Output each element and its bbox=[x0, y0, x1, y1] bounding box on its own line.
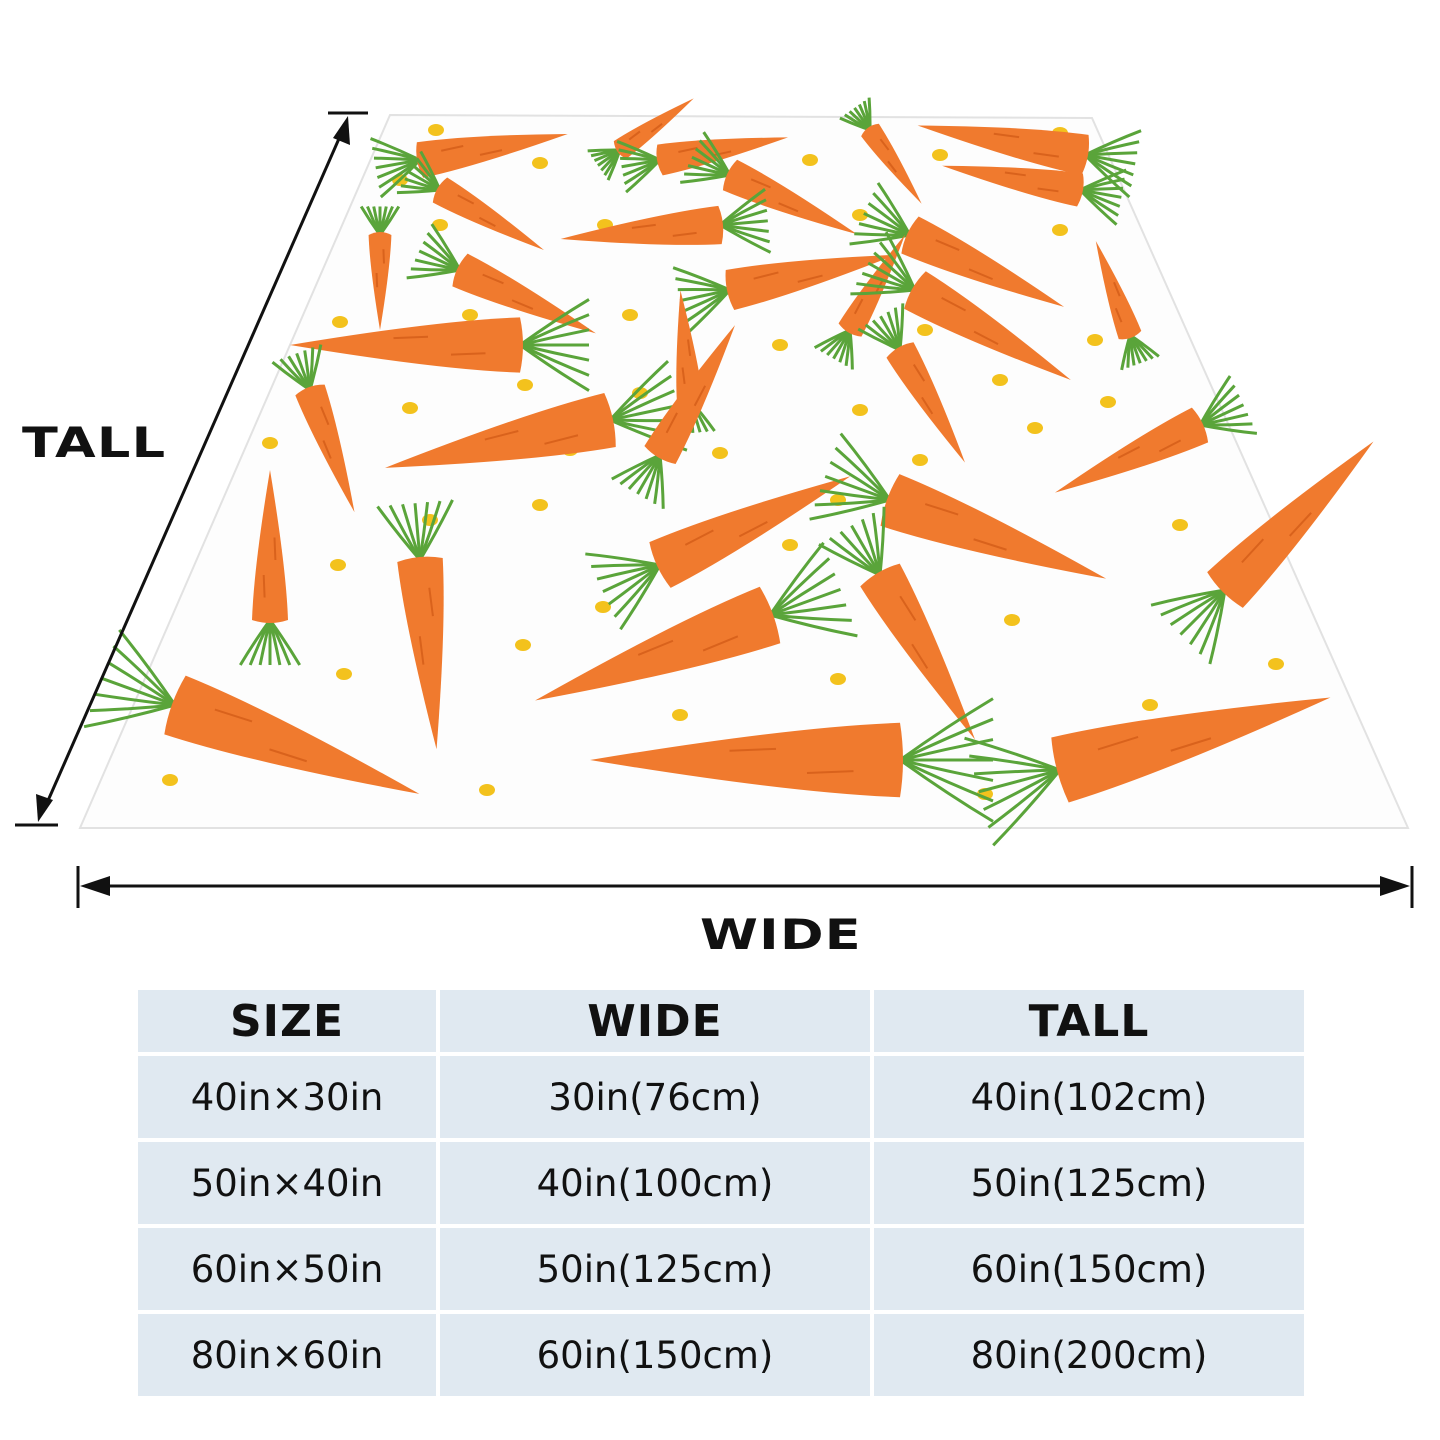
yellow-dot bbox=[782, 539, 798, 551]
carrot bbox=[271, 344, 355, 513]
blanket bbox=[78, 113, 1410, 829]
carrot bbox=[849, 182, 1065, 307]
yellow-dot bbox=[1142, 699, 1158, 711]
table-row: 50in×40in 40in(100cm) 50in(125cm) bbox=[138, 1142, 1304, 1224]
yellow-dot bbox=[262, 437, 278, 449]
tall-cell: 80in(200cm) bbox=[874, 1314, 1304, 1396]
wide-cell: 50in(125cm) bbox=[440, 1228, 870, 1310]
wide-cell: 60in(150cm) bbox=[440, 1314, 870, 1396]
carrot bbox=[587, 98, 694, 181]
carrot bbox=[917, 125, 1142, 199]
size-cell: 40in×30in bbox=[138, 1056, 436, 1138]
yellow-dot bbox=[830, 673, 846, 685]
yellow-dot bbox=[515, 639, 531, 651]
tall-label: TALL bbox=[22, 418, 167, 467]
carrot bbox=[964, 697, 1331, 847]
carrot bbox=[376, 499, 454, 750]
yellow-dot bbox=[712, 447, 728, 459]
yellow-dot bbox=[1027, 422, 1043, 434]
carrot bbox=[359, 205, 401, 330]
carrot bbox=[850, 231, 1071, 380]
carrot bbox=[239, 470, 301, 666]
yellow-dot bbox=[532, 499, 548, 511]
yellow-dot bbox=[852, 209, 868, 221]
tall-cell: 60in(150cm) bbox=[874, 1228, 1304, 1310]
carrot bbox=[560, 188, 772, 254]
carrot bbox=[1150, 441, 1374, 665]
carrot-pattern bbox=[83, 97, 1374, 847]
yellow-dot bbox=[622, 309, 638, 321]
size-table: SIZE WIDE TALL 40in×30in 30in(76cm) 40in… bbox=[134, 986, 1308, 1400]
yellow-dot bbox=[595, 601, 611, 613]
carrot bbox=[590, 697, 994, 823]
carrot bbox=[942, 165, 1127, 226]
yellow-dot bbox=[852, 404, 868, 416]
header-wide: WIDE bbox=[440, 990, 870, 1052]
carrot bbox=[535, 541, 858, 701]
table-row: 80in×60in 60in(150cm) 80in(200cm) bbox=[138, 1314, 1304, 1396]
carrot bbox=[611, 325, 735, 509]
yellow-dot bbox=[332, 316, 348, 328]
carrot bbox=[290, 298, 590, 392]
yellow-dot bbox=[330, 559, 346, 571]
tall-cell: 40in(102cm) bbox=[874, 1056, 1304, 1138]
header-size: SIZE bbox=[138, 990, 436, 1052]
table-row: 60in×50in 50in(125cm) 60in(150cm) bbox=[138, 1228, 1304, 1310]
table-row: 40in×30in 30in(76cm) 40in(102cm) bbox=[138, 1056, 1304, 1138]
carrot bbox=[857, 303, 965, 463]
tall-dimension-arrow bbox=[15, 111, 368, 827]
carrot bbox=[672, 254, 897, 335]
yellow-dot bbox=[917, 324, 933, 336]
wide-label: WIDE bbox=[700, 910, 862, 959]
yellow-dot bbox=[1100, 396, 1116, 408]
carrot bbox=[839, 97, 922, 204]
carrot bbox=[680, 131, 857, 235]
wide-dimension-arrow bbox=[76, 866, 1414, 908]
yellow-dot bbox=[912, 454, 928, 466]
blanket-illustration bbox=[15, 97, 1414, 908]
yellow-dot bbox=[428, 124, 444, 136]
carrot bbox=[585, 476, 851, 631]
yellow-dot bbox=[1087, 334, 1103, 346]
carrot bbox=[818, 506, 975, 740]
carrot bbox=[396, 150, 544, 250]
yellow-dot bbox=[517, 379, 533, 391]
yellow-dot bbox=[462, 309, 478, 321]
carrot bbox=[1054, 375, 1258, 493]
size-cell: 60in×50in bbox=[138, 1228, 436, 1310]
size-cell: 80in×60in bbox=[138, 1314, 436, 1396]
tall-cell: 50in(125cm) bbox=[874, 1142, 1304, 1224]
carrot bbox=[406, 223, 596, 334]
yellow-dot bbox=[932, 149, 948, 161]
yellow-dot bbox=[1052, 224, 1068, 236]
yellow-dot bbox=[479, 784, 495, 796]
carrot bbox=[809, 432, 1107, 579]
size-cell: 50in×40in bbox=[138, 1142, 436, 1224]
yellow-dot bbox=[162, 774, 178, 786]
yellow-dot bbox=[992, 374, 1008, 386]
wide-cell: 40in(100cm) bbox=[440, 1142, 870, 1224]
yellow-dot bbox=[1172, 519, 1188, 531]
wide-cell: 30in(76cm) bbox=[440, 1056, 870, 1138]
yellow-dot bbox=[402, 402, 418, 414]
carrot bbox=[83, 629, 420, 794]
yellow-dot bbox=[532, 157, 548, 169]
yellow-dot bbox=[1268, 658, 1284, 670]
yellow-dot bbox=[336, 668, 352, 680]
yellow-dot bbox=[802, 154, 818, 166]
header-tall: TALL bbox=[874, 990, 1304, 1052]
table-header-row: SIZE WIDE TALL bbox=[138, 990, 1304, 1052]
yellow-dot bbox=[1004, 614, 1020, 626]
yellow-dot bbox=[772, 339, 788, 351]
yellow-dot bbox=[672, 709, 688, 721]
carrot bbox=[1095, 241, 1160, 371]
